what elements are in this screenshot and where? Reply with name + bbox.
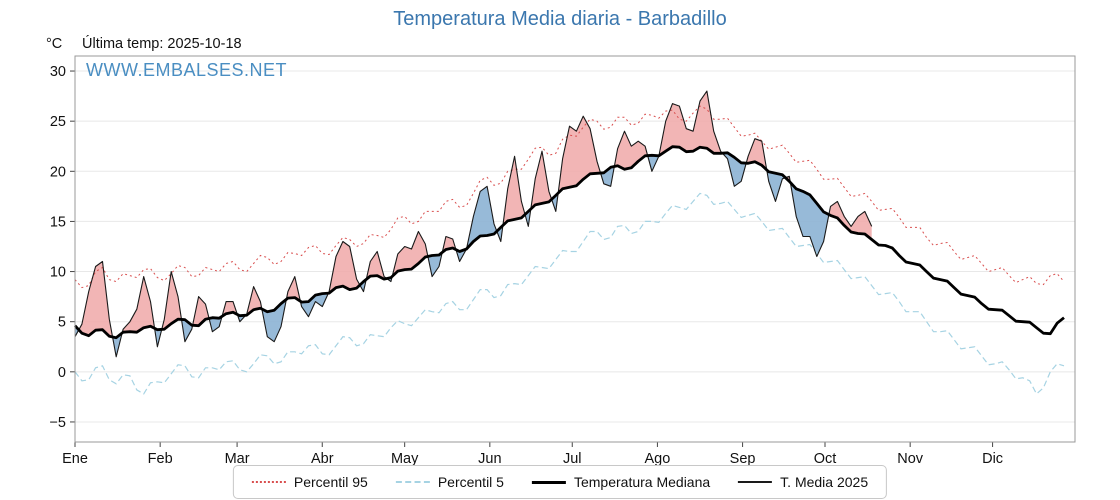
y-tick-label: 10 [50,265,66,281]
y-tick-label: 0 [58,365,66,381]
chart-title: Temperatura Media diaria - Barbadillo [393,8,727,30]
legend-item-t-media-2025: T. Media 2025 [738,474,868,490]
last-temp-label: Última temp: 2025-10-18 [82,36,242,52]
x-tick-label: May [391,451,419,467]
y-tick-label: 25 [50,114,66,130]
x-tick-label: Oct [814,451,837,467]
legend-label: Temperatura Mediana [573,474,711,490]
x-tick-label: Jun [478,451,501,467]
legend-label: Percentil 5 [437,474,504,490]
legend-item-percentil-5: Percentil 5 [395,474,504,490]
y-tick-label: 5 [58,315,66,331]
fill-below-median [75,152,829,357]
y-tick-label: 20 [50,164,66,180]
y-axis-unit-label: °C [46,36,63,52]
x-tick-label: Feb [148,451,173,467]
y-tick-label: −5 [49,415,66,431]
x-tick-label: Jul [563,451,582,467]
legend-label: Percentil 95 [293,474,368,490]
legend-label: T. Media 2025 [780,474,869,490]
x-tick-label: Nov [897,451,924,467]
series-t-media-2025 [74,90,873,358]
x-tick-label: Ene [62,451,88,467]
plot-border [74,55,1076,443]
x-tick-label: Mar [225,451,250,467]
legend-item-mediana: Temperatura Mediana [531,474,711,490]
mediana-line-sample [531,480,566,484]
legend: Percentil 95 Percentil 5 Temperatura Med… [232,465,888,499]
t-media-2025-line-sample [738,481,773,483]
series-temperatura-mediana [73,145,1065,340]
x-tick-label: Abr [311,451,334,467]
watermark: WWW.EMBALSES.NET [86,60,288,80]
percentil-5-line-sample [395,481,430,483]
series-percentil-5 [74,192,1065,395]
percentil-95-line-sample [251,481,286,483]
x-tick-label: Ago [645,451,671,467]
x-tick-label: Sep [730,451,756,467]
legend-item-percentil-95: Percentil 95 [251,474,368,490]
y-tick-label: 30 [50,64,66,80]
x-tick-label: Dic [982,451,1003,467]
y-tick-label: 15 [50,214,66,230]
